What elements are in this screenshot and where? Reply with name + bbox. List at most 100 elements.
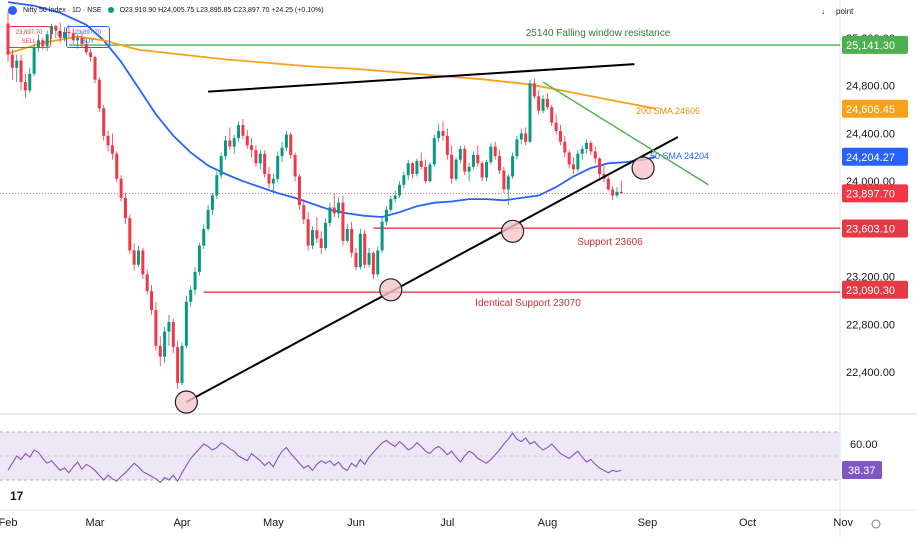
sell-button[interactable]: 23,897.70 SELL <box>7 26 51 48</box>
candle-body <box>476 154 480 164</box>
candle-body <box>554 122 558 132</box>
candle-body <box>284 134 288 148</box>
candle-body <box>45 34 49 47</box>
candle-body <box>493 146 497 157</box>
candle-body <box>393 195 397 200</box>
sell-price: 23,897.70 <box>15 30 43 36</box>
candle-body <box>580 148 584 154</box>
candle-body <box>123 197 127 219</box>
candle-body <box>176 347 180 383</box>
candle-body <box>258 153 262 164</box>
trendline-2 <box>542 81 709 186</box>
download-icon[interactable]: ↓ <box>821 6 825 16</box>
candle-body <box>463 148 467 172</box>
touch-point-marker <box>631 156 655 180</box>
settings-gear-icon[interactable] <box>871 519 881 529</box>
price-label: 24,606.45 <box>846 104 895 116</box>
sell-label: SELL <box>21 39 37 45</box>
candle-body <box>245 135 249 146</box>
candle-body <box>558 131 562 142</box>
candle-body <box>337 202 341 214</box>
candle-body <box>167 322 171 332</box>
candle-body <box>15 60 19 68</box>
candle-body <box>593 151 597 159</box>
symbol-title[interactable]: Nifty 50 Index · 1D · NSE <box>23 6 102 14</box>
candle-body <box>428 164 432 182</box>
candle-body <box>406 163 410 176</box>
touch-point-marker <box>500 219 525 243</box>
y-tick-label: 24,800.00 <box>846 81 895 93</box>
candle-body <box>341 202 345 241</box>
candle-body <box>197 245 201 272</box>
candle-body <box>137 250 140 265</box>
candle-body <box>6 23 10 55</box>
candle-body <box>84 43 88 53</box>
scale-mode-toggle[interactable]: point <box>836 6 854 16</box>
candle-body <box>297 176 301 206</box>
candle-body <box>419 160 423 167</box>
candle-body <box>128 218 132 251</box>
candle-body <box>519 133 523 140</box>
resistance-annotation: 25140 Falling window resistance <box>526 28 671 39</box>
sma-line-1 <box>7 35 657 110</box>
candle-body <box>589 142 593 152</box>
candle-body <box>502 170 506 190</box>
symbol-icon[interactable] <box>8 5 17 15</box>
trendline-1 <box>208 63 635 93</box>
candle-body <box>150 291 154 311</box>
y-tick-label: 22,800.00 <box>846 319 895 331</box>
candle-body <box>254 150 258 164</box>
spread-value: 0 <box>57 32 61 38</box>
candle-body <box>541 98 545 111</box>
candle-body <box>50 25 53 35</box>
support-annotation: Support 23606 <box>577 237 643 248</box>
right-toolbar: ↓ point <box>818 6 853 16</box>
candle-body <box>376 250 380 275</box>
candle-body <box>550 107 554 123</box>
buy-button[interactable]: 23,897.70 BUY <box>66 26 110 48</box>
candle-body <box>450 154 454 179</box>
y-tick-label: 23,200.00 <box>846 272 895 284</box>
candle-body <box>132 250 136 265</box>
candle-body <box>141 250 145 275</box>
x-tick-label: Sep <box>638 517 658 529</box>
candle-body <box>10 54 14 68</box>
candle-body <box>572 164 575 170</box>
candle-body <box>145 274 149 292</box>
candle-body <box>441 131 445 136</box>
candle-body <box>506 176 510 190</box>
candle-body <box>380 221 384 251</box>
candle-body <box>315 230 319 239</box>
identical-support-annotation: Identical Support 23070 <box>475 298 581 309</box>
candle-body <box>206 209 210 229</box>
candle-body <box>171 322 175 348</box>
candle-body <box>41 40 45 47</box>
candle-body <box>106 135 110 146</box>
candle-body <box>345 228 349 241</box>
candle-body <box>415 160 419 175</box>
candle-body <box>445 135 449 155</box>
candle-body <box>619 191 623 194</box>
x-tick-label: Oct <box>739 517 756 529</box>
candle-body <box>28 73 32 91</box>
candle-body <box>241 125 245 136</box>
buy-price: 23,897.70 <box>74 30 102 36</box>
buy-label: BUY <box>81 39 95 45</box>
candle-body <box>250 145 254 151</box>
sma-line-0 <box>7 1 657 218</box>
candle-body <box>271 178 275 184</box>
x-tick-label: Jun <box>347 517 365 529</box>
candle-body <box>154 310 158 346</box>
candle-body <box>224 140 227 157</box>
candle-body <box>202 228 206 246</box>
candle-body <box>411 163 415 175</box>
candle-body <box>454 159 458 179</box>
candle-body <box>598 158 602 175</box>
candle-body <box>210 195 214 210</box>
candle-body <box>110 145 114 154</box>
candle-body <box>71 33 75 41</box>
candle-body <box>354 252 358 268</box>
candle-body <box>371 252 375 275</box>
candle-body <box>184 301 188 346</box>
